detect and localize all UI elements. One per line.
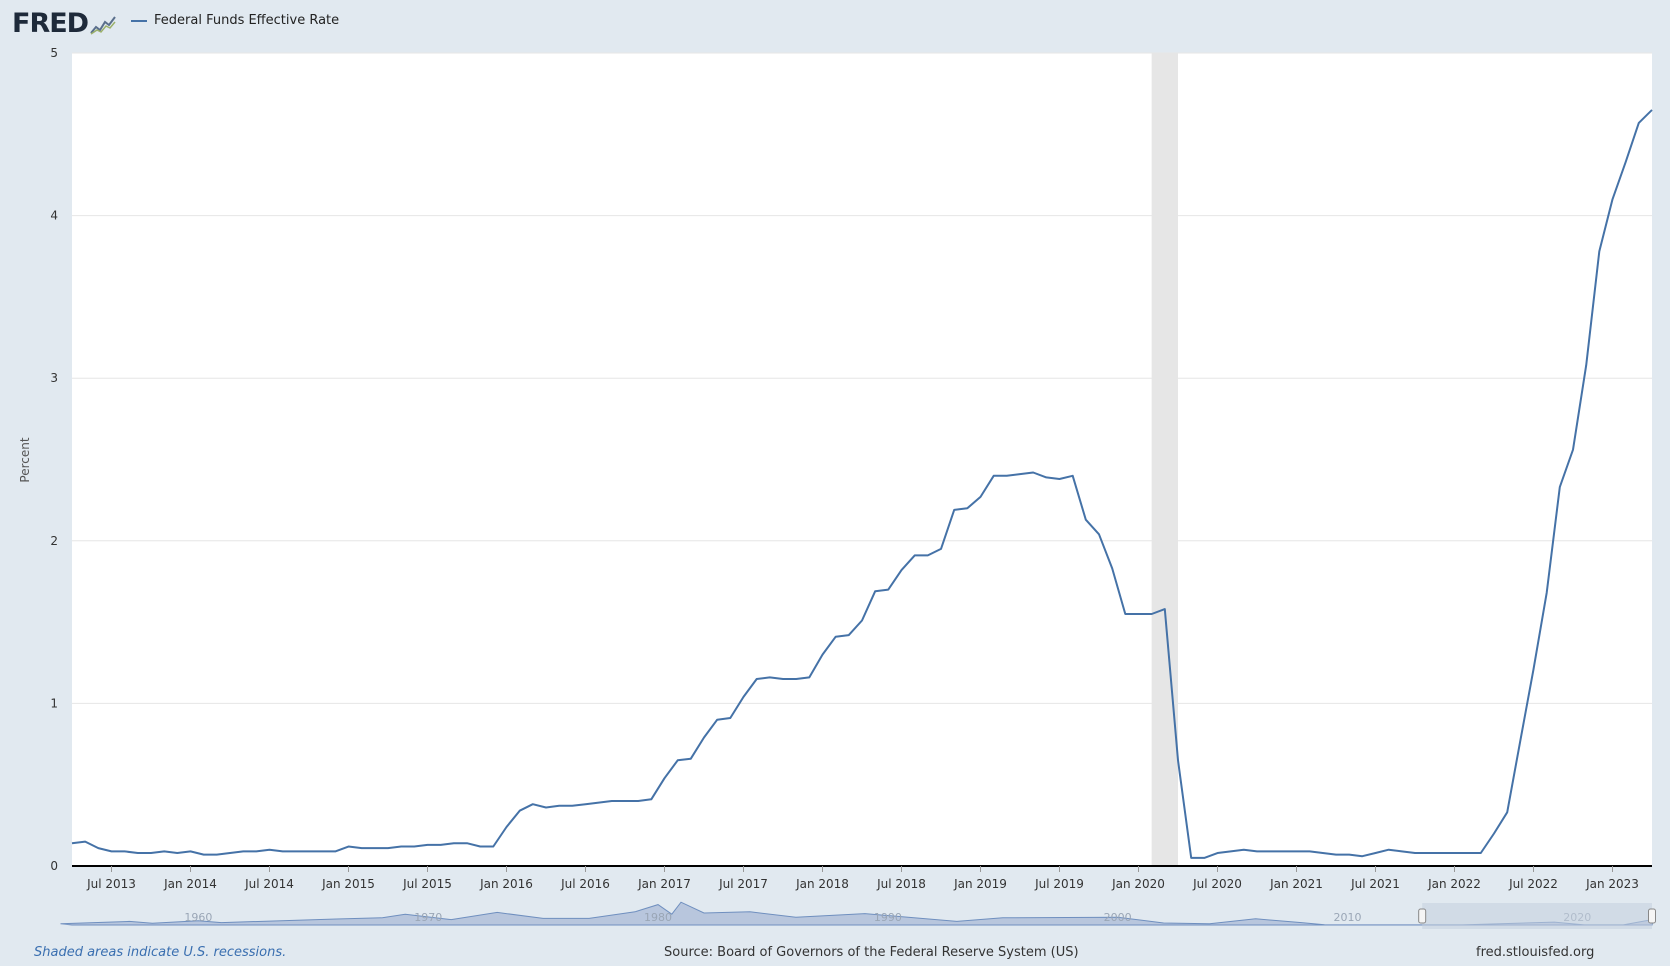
y-axis-ticks: 0 1 2 3 4 5 [50,46,58,873]
x-tick-label: Jul 2020 [1192,877,1242,891]
x-tick-label: Jul 2018 [876,877,926,891]
y-tick-label: 4 [50,209,58,223]
y-tick-label: 3 [50,371,58,385]
series-line[interactable] [71,109,1653,859]
y-tick-label: 5 [50,46,58,60]
navigator-decade-label: 1990 [874,911,902,924]
y-axis-title: Percent [18,437,32,482]
x-tick-label: Jul 2021 [1350,877,1400,891]
navigator-left-handle[interactable] [1418,908,1427,924]
navigator-decade-label: 1960 [184,911,212,924]
y-tick-label: 2 [50,534,58,548]
fred-logo-text: FRED [12,8,89,39]
navigator-selection[interactable] [1422,903,1652,929]
series-layer [71,109,1653,859]
legend-label: Federal Funds Effective Rate [154,13,340,28]
navigator-decade-label: 1970 [414,911,442,924]
navigator-right-handle[interactable] [1648,908,1656,924]
source-text: Source: Board of Governors of the Federa… [664,945,1079,960]
x-tick-label: Jul 2014 [244,877,294,891]
x-tick-label: Jan 2014 [163,877,217,891]
range-navigator[interactable]: 1960197019801990200020102020 [60,901,1656,929]
x-tick-label: Jul 2022 [1508,877,1558,891]
x-tick-label: Jul 2019 [1034,877,1084,891]
navigator-decade-label: 2000 [1104,911,1132,924]
x-tick-label: Jan 2017 [637,877,691,891]
recession-note-link[interactable]: Shaded areas indicate U.S. recessions. [34,945,287,960]
fred-logo[interactable]: FRED [12,8,117,39]
x-tick-label: Jan 2016 [479,877,533,891]
fred-logo-graph-icon [90,14,117,35]
x-tick-label: Jan 2015 [321,877,375,891]
plot-area [72,53,1652,865]
recession-shading-layer [1151,53,1178,866]
x-tick-label: Jan 2018 [795,877,849,891]
legend-line-swatch [131,19,147,22]
x-tick-label: Jan 2023 [1585,877,1639,891]
x-tick-label: Jan 2019 [953,877,1007,891]
y-tick-label: 0 [50,859,58,873]
x-tick-label: Jul 2017 [718,877,768,891]
navigator-decade-label: 2010 [1333,911,1361,924]
grid-layer [72,52,1652,704]
recession-band [1151,53,1178,866]
x-tick-label: Jul 2015 [402,877,452,891]
x-axis-ticks: Jul 2013 Jan 2014 Jul 2014 Jan 2015 Jul 2015… [86,866,1639,891]
x-tick-label: Jul 2013 [86,877,136,891]
site-credit: fred.stlouisfed.org [1476,945,1595,960]
x-tick-label: Jan 2022 [1427,877,1481,891]
x-tick-label: Jan 2021 [1269,877,1323,891]
x-tick-label: Jul 2016 [560,877,610,891]
y-tick-label: 1 [50,696,58,710]
x-tick-label: Jan 2020 [1111,877,1165,891]
chart-legend[interactable]: Federal Funds Effective Rate [131,13,339,28]
navigator-decade-label: 1980 [644,911,672,924]
